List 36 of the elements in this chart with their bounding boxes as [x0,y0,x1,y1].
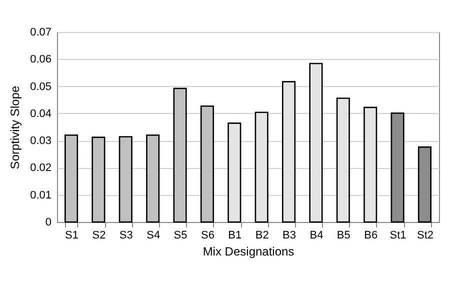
y-tick-label: 0.07 [30,26,52,38]
x-tick-label: B5 [336,230,350,242]
x-tick-label: S5 [174,230,188,242]
y-tick-label: 0.03 [30,135,52,148]
y-tick-label: 0.04 [30,108,52,120]
x-tick-label: S2 [92,230,106,242]
x-tick-label: B3 [282,230,296,242]
x-tick-label: St1 [390,230,406,242]
y-tick-label: 0.05 [30,80,52,93]
x-tick-label: S3 [119,230,133,242]
x-tick-label: B4 [310,230,324,242]
x-tick-label: S6 [200,230,214,242]
bar [254,112,268,223]
bar [200,105,214,223]
bar [146,134,160,223]
x-tick-label: B1 [228,230,242,242]
x-tick-label: S4 [146,230,160,242]
y-tick-label: 0.01 [30,189,52,202]
x-tick-label: St2 [416,230,434,242]
y-tick-label: 0.06 [30,54,52,66]
y-axis-title: Sorptivity Slope [8,85,22,170]
x-axis-title: Mix Designations [202,244,294,258]
bar [336,98,350,223]
x-tick-label: S1 [65,230,79,242]
bar [118,136,132,223]
bar [228,122,242,223]
bar [173,88,187,223]
bar [282,81,296,223]
x-tick-label: B6 [364,230,378,242]
bar [309,62,323,223]
bar [92,136,106,223]
y-tick-label: 0.02 [30,162,52,174]
x-tick-label: B2 [255,230,269,242]
y-tick-label: 0 [45,216,52,228]
bar [64,134,78,223]
bar [364,106,378,223]
